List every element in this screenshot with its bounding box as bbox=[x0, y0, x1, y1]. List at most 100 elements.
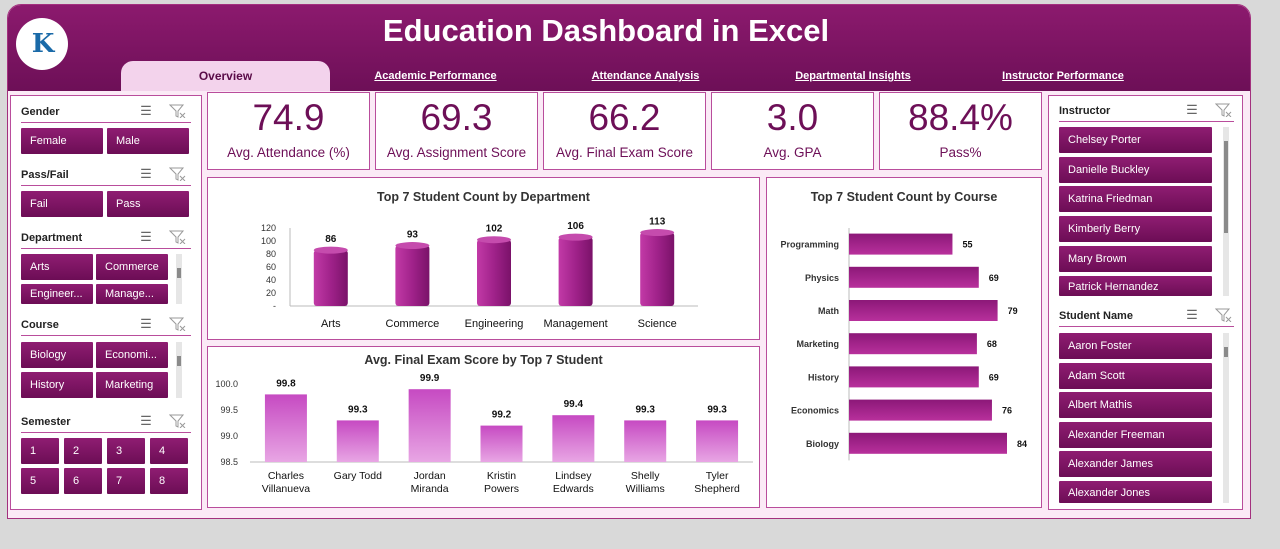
data-label: 99.3 bbox=[348, 404, 368, 415]
tab-instructor-performance[interactable]: Instructor Performance bbox=[1002, 70, 1124, 82]
data-label: 106 bbox=[567, 221, 584, 232]
instructor-scrollbar[interactable] bbox=[1223, 127, 1229, 296]
data-label: 76 bbox=[1002, 406, 1012, 416]
tab-academic-performance[interactable]: Academic Performance bbox=[374, 70, 497, 82]
slicer-option-management[interactable]: Manage... bbox=[96, 284, 168, 304]
student-scrollbar[interactable] bbox=[1223, 333, 1229, 503]
clear-filter-icon[interactable] bbox=[169, 317, 186, 331]
kpi-label: Avg. Final Exam Score bbox=[555, 145, 694, 160]
y-tick-label: 80 bbox=[266, 249, 276, 259]
y-tick-label: 99.5 bbox=[220, 405, 238, 415]
course-bar-chart: Programming 55 Physics 69 Math 79 Marketing 68 H… bbox=[780, 228, 1027, 461]
kpi-card-pass-rate: 88.4% Pass% bbox=[879, 92, 1042, 170]
slicer-option-instructor[interactable]: Chelsey Porter bbox=[1059, 127, 1212, 153]
department-scrollbar[interactable] bbox=[176, 254, 182, 304]
kpi-card-attendance: 74.9 Avg. Attendance (%) bbox=[207, 92, 370, 170]
divider bbox=[21, 432, 191, 433]
clear-filter-icon[interactable] bbox=[1215, 103, 1232, 117]
x-tick-label: Commerce bbox=[386, 318, 440, 330]
slicer-option-student[interactable]: Alexander James bbox=[1059, 451, 1212, 477]
course-scrollbar[interactable] bbox=[176, 342, 182, 398]
multi-select-icon[interactable]: ☰ bbox=[140, 316, 152, 331]
y-tick-label: - bbox=[273, 301, 276, 311]
data-label: 93 bbox=[407, 230, 419, 241]
slicer-option-semester-7[interactable]: 7 bbox=[107, 468, 145, 494]
data-label: 99.2 bbox=[492, 410, 512, 421]
data-label: 84 bbox=[1017, 439, 1027, 449]
bar bbox=[640, 232, 675, 306]
clear-filter-icon[interactable] bbox=[169, 104, 186, 118]
multi-select-icon[interactable]: ☰ bbox=[1186, 307, 1198, 322]
slicer-option-student[interactable]: Aaron Foster bbox=[1059, 333, 1212, 359]
slicer-option-commerce[interactable]: Commerce bbox=[96, 254, 168, 280]
multi-select-icon[interactable]: ☰ bbox=[140, 166, 152, 181]
data-label: 113 bbox=[649, 217, 666, 228]
y-tick-label: 120 bbox=[261, 223, 276, 233]
slicer-option-economics[interactable]: Economi... bbox=[96, 342, 168, 368]
multi-select-icon[interactable]: ☰ bbox=[1186, 102, 1198, 117]
slicer-option-pass[interactable]: Pass bbox=[107, 191, 189, 217]
bar bbox=[696, 420, 739, 462]
slicer-option-fail[interactable]: Fail bbox=[21, 191, 103, 217]
tab-attendance-analysis[interactable]: Attendance Analysis bbox=[591, 70, 700, 82]
bar bbox=[408, 389, 451, 462]
slicer-option-student[interactable]: Albert Mathis bbox=[1059, 392, 1212, 418]
slicer-option-instructor[interactable]: Mary Brown bbox=[1059, 246, 1212, 272]
slicer-option-semester-6[interactable]: 6 bbox=[64, 468, 102, 494]
slicer-option-student[interactable]: Alexander Freeman bbox=[1059, 422, 1212, 448]
slicer-option-semester-8[interactable]: 8 bbox=[150, 468, 188, 494]
x-tick-label: Williams bbox=[626, 483, 665, 495]
clear-filter-icon[interactable] bbox=[169, 230, 186, 244]
y-tick-label: Economics bbox=[791, 406, 839, 416]
multi-select-icon[interactable]: ☰ bbox=[140, 413, 152, 428]
data-label: 99.3 bbox=[707, 404, 727, 415]
bar bbox=[849, 300, 998, 321]
slicer-option-semester-4[interactable]: 4 bbox=[150, 438, 188, 464]
chart-title: Top 7 Student Count by Department bbox=[377, 190, 590, 204]
bar bbox=[313, 250, 348, 306]
slicer-option-student[interactable]: Adam Scott bbox=[1059, 363, 1212, 389]
clear-filter-icon[interactable] bbox=[169, 414, 186, 428]
y-tick-label: 40 bbox=[266, 275, 276, 285]
slicer-option-instructor[interactable]: Kimberly Berry bbox=[1059, 216, 1212, 242]
clear-filter-icon[interactable] bbox=[169, 167, 186, 181]
dashboard-title: Education Dashboard in Excel bbox=[382, 13, 830, 48]
slicer-option-instructor[interactable]: Patrick Hernandez bbox=[1059, 276, 1212, 296]
slicer-option-semester-5[interactable]: 5 bbox=[21, 468, 59, 494]
slicer-option-marketing[interactable]: Marketing bbox=[96, 372, 168, 398]
clear-filter-icon[interactable] bbox=[1215, 308, 1232, 322]
slicer-option-history[interactable]: History bbox=[21, 372, 93, 398]
slicer-option-female[interactable]: Female bbox=[21, 128, 103, 154]
y-tick-label: 99.0 bbox=[220, 431, 238, 441]
x-tick-label: Tyler bbox=[706, 470, 729, 482]
logo: K bbox=[16, 18, 68, 70]
slicer-option-semester-3[interactable]: 3 bbox=[107, 438, 145, 464]
slicer-option-male[interactable]: Male bbox=[107, 128, 189, 154]
bar-cap bbox=[477, 236, 511, 244]
tab-bar: Overview Academic Performance Attendance… bbox=[8, 61, 1250, 91]
y-tick-label: Physics bbox=[805, 273, 839, 283]
slicer-option-instructor[interactable]: Danielle Buckley bbox=[1059, 157, 1212, 183]
tab-overview[interactable]: Overview bbox=[121, 61, 330, 91]
x-tick-label: Shelly bbox=[631, 470, 660, 482]
slicer-option-engineering[interactable]: Engineer... bbox=[21, 284, 93, 304]
data-label: 69 bbox=[989, 273, 999, 283]
slicer-option-arts[interactable]: Arts bbox=[21, 254, 93, 280]
chart-panel-exam-score: Avg. Final Exam Score by Top 7 Student 1… bbox=[207, 346, 760, 508]
slicer-option-semester-2[interactable]: 2 bbox=[64, 438, 102, 464]
slicer-option-biology[interactable]: Biology bbox=[21, 342, 93, 368]
slicer-option-instructor[interactable]: Katrina Friedman bbox=[1059, 186, 1212, 212]
tab-departmental-insights[interactable]: Departmental Insights bbox=[795, 70, 911, 82]
bar bbox=[477, 239, 511, 306]
multi-select-icon[interactable]: ☰ bbox=[140, 229, 152, 244]
slicer-option-semester-1[interactable]: 1 bbox=[21, 438, 59, 464]
x-tick-label: Charles bbox=[268, 470, 304, 482]
data-label: 99.3 bbox=[635, 404, 655, 415]
multi-select-icon[interactable]: ☰ bbox=[140, 103, 152, 118]
slicer-title-student-name: Student Name bbox=[1059, 310, 1133, 322]
x-tick-label: Lindsey bbox=[555, 470, 592, 482]
slicer-option-student[interactable]: Alexander Jones bbox=[1059, 481, 1212, 503]
bar bbox=[264, 394, 307, 462]
department-bar-chart: 120 100 80 60 40 20 - 86 Arts 93 Commerce 102 Engine… bbox=[261, 217, 698, 330]
x-tick-label: Science bbox=[638, 318, 677, 330]
